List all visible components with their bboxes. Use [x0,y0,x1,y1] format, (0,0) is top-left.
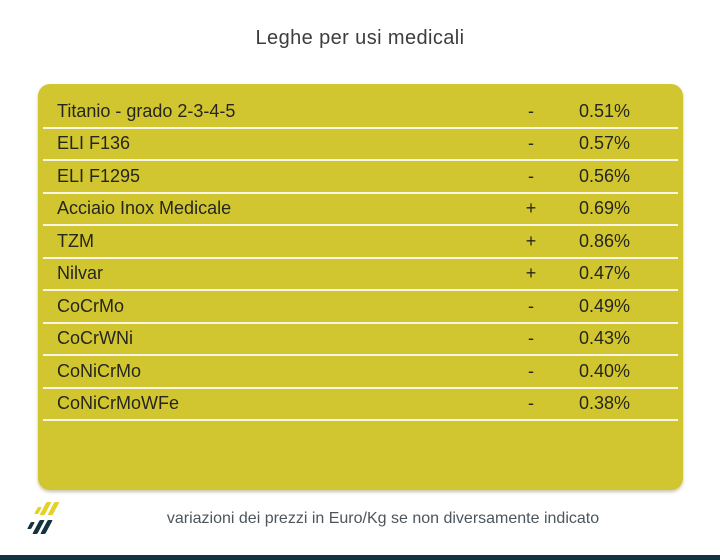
variation-value: 0.51% [578,100,630,121]
variation-value: 0.40% [578,360,630,381]
variation-value: 0.69% [578,198,630,219]
table-row: CoCrWNi - 0.43% [43,324,678,356]
variation-value: 0.38% [578,393,630,414]
table-row: Titanio - grado 2-3-4-5 - 0.51% [43,96,678,129]
variation-value: 0.43% [578,328,630,349]
table-row: CoNiCrMo - 0.40% [43,356,678,389]
variation-sign: - [528,165,534,186]
variation-value: 0.56% [578,165,630,186]
table-row: Nilvar + 0.47% [43,259,678,291]
variation-sign: + [525,198,537,219]
alloy-name: ELI F136 [57,133,131,154]
variation-sign: - [528,328,534,349]
table-body: Titanio - grado 2-3-4-5 - 0.51% ELI F136… [38,96,683,421]
variation-sign: - [528,360,534,381]
alloy-name: TZM [57,230,94,251]
table-row: CoCrMo - 0.49% [43,291,678,324]
alloy-name: Titanio - grado 2-3-4-5 [57,100,236,121]
bottom-accent-bar [0,555,720,560]
variation-sign: - [528,133,534,154]
logo-slash-icon [27,522,35,529]
alloy-name: ELI F1295 [57,165,141,186]
variation-sign: - [528,393,534,414]
table-row: ELI F136 - 0.57% [43,129,678,161]
table-row: TZM + 0.86% [43,226,678,259]
table-row: Acciaio Inox Medicale + 0.69% [43,194,678,226]
variation-sign: + [525,263,537,284]
alloy-name: CoNiCrMo [57,360,142,381]
variation-value: 0.57% [578,133,630,154]
footer-note: variazioni dei prezzi in Euro/Kg se non … [166,510,600,527]
variation-sign: + [525,230,537,251]
alloy-name: Nilvar [57,263,104,284]
variation-value: 0.49% [578,295,630,316]
alloy-name: CoNiCrMoWFe [57,393,180,414]
alloy-name: CoCrWNi [57,328,133,349]
alloy-name: Acciaio Inox Medicale [57,198,232,219]
variation-sign: - [528,295,534,316]
variation-value: 0.47% [578,263,630,284]
table-row: CoNiCrMoWFe - 0.38% [43,389,678,421]
table-row: ELI F1295 - 0.56% [43,161,678,194]
page-title: Leghe per usi medicali [255,27,465,49]
brand-logo [24,499,68,541]
price-table-panel: Titanio - grado 2-3-4-5 - 0.51% ELI F136… [38,84,683,490]
variation-sign: - [528,100,534,121]
variation-value: 0.86% [578,230,630,251]
alloy-name: CoCrMo [57,295,125,316]
